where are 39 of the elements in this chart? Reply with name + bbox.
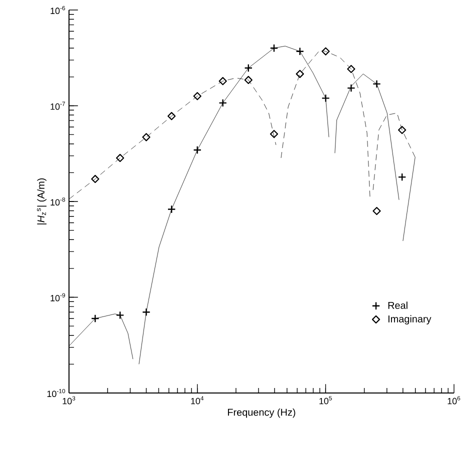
x-tick-label: 10$^{6}$ [448,396,460,404]
point [296,70,304,78]
point [270,130,278,138]
point [321,94,330,102]
point [218,98,228,108]
x-axis-title: Frequency (Hz) [228,408,296,418]
point [398,172,406,182]
point [347,64,356,74]
y-tick-label: 10$^{-6}$ [50,6,66,14]
point [244,76,252,84]
point [372,206,381,216]
legend-label: Real [388,302,408,309]
point [116,310,124,320]
y-tick-label: 10$^{-7}$ [50,102,66,110]
point [398,126,406,134]
y-axis-title: |H$_{z}$$^{s}$| (A/m) [37,178,47,224]
point [193,92,202,100]
x-tick-label: 10$^{3}$ [62,396,76,404]
point [218,77,227,86]
y-tick-label: 10$^{-8}$ [50,197,66,206]
y-tick-label: 10$^{-10}$ [47,388,66,398]
point [142,133,150,142]
point [193,146,202,154]
legend-label: Imaginary [388,315,432,324]
x-tick-label: 10$^{5}$ [319,396,332,404]
point [91,314,100,323]
point [296,47,304,56]
point [244,64,253,72]
point [372,80,381,88]
point [270,44,278,52]
y-tick-label: 10$^{-9}$ [50,293,66,302]
point [322,47,330,56]
point [346,84,356,92]
point [116,154,124,162]
point [91,174,100,184]
point [167,205,176,214]
x-tick-label: 10$^{4}$ [191,396,204,404]
point [142,308,150,316]
point [168,112,176,120]
